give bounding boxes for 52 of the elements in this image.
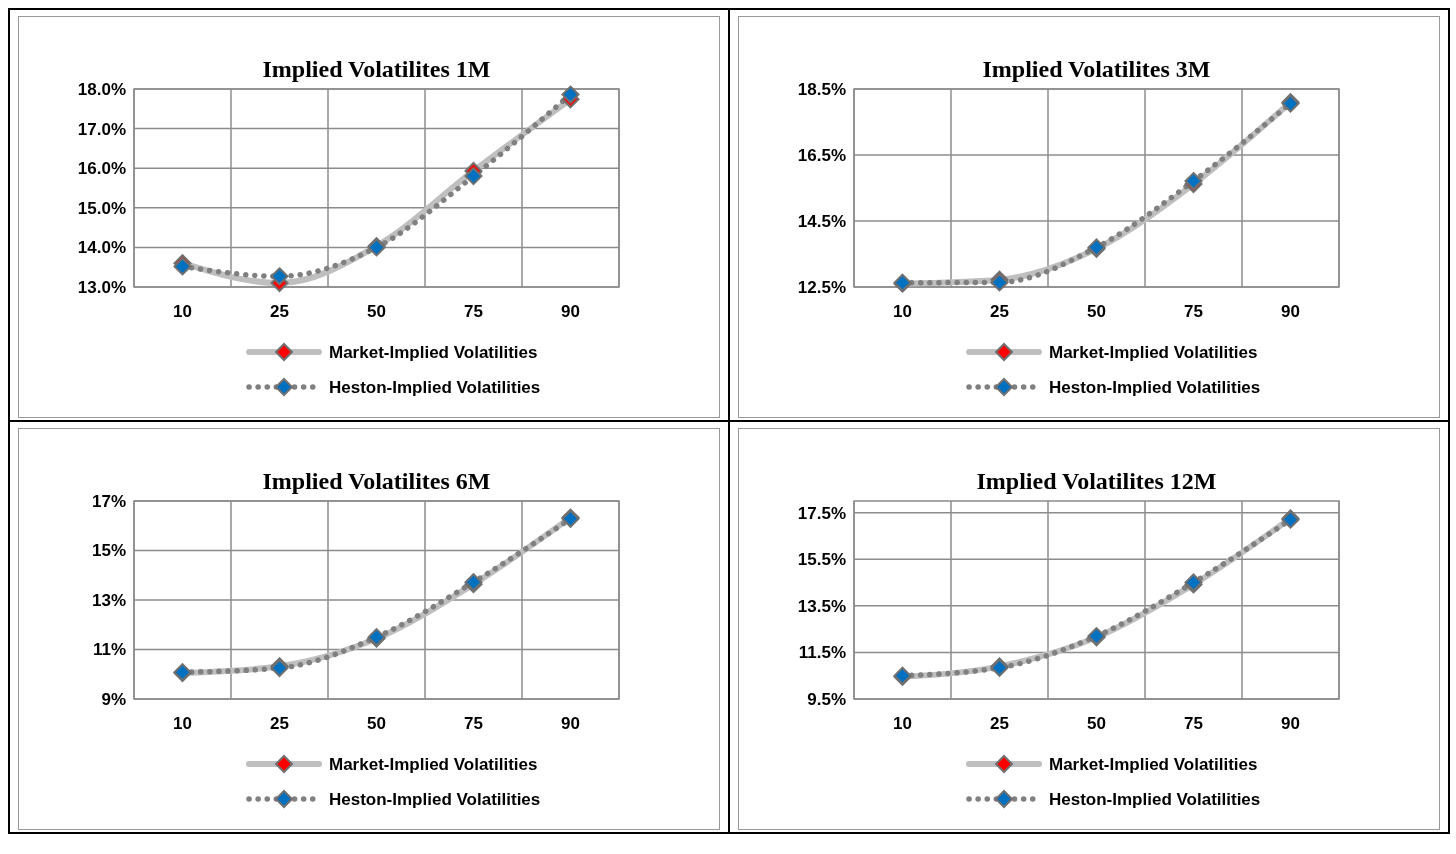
x-tick-label: 50 bbox=[367, 302, 386, 321]
y-tick-label: 16.5% bbox=[797, 145, 846, 165]
chart-title: Implied Volatilites 12M bbox=[976, 468, 1217, 494]
x-tick-label: 25 bbox=[270, 714, 289, 733]
y-tick-label: 17.5% bbox=[797, 503, 846, 523]
x-tick-label: 25 bbox=[990, 302, 1009, 321]
y-tick-label: 17.0% bbox=[77, 119, 126, 139]
legend-label: Heston-Implied Volatilities bbox=[1049, 789, 1261, 809]
x-tick-label: 75 bbox=[464, 714, 483, 733]
chart-title: Implied Volatilites 3M bbox=[982, 56, 1211, 82]
legend-label: Market-Implied Volatilities bbox=[1049, 754, 1258, 774]
legend-label: Market-Implied Volatilities bbox=[329, 342, 538, 362]
x-tick-label: 90 bbox=[561, 302, 580, 321]
legend-label: Heston-Implied Volatilities bbox=[329, 789, 541, 809]
y-tick-label: 15.5% bbox=[797, 550, 846, 570]
x-tick-label: 10 bbox=[173, 302, 192, 321]
y-tick-label: 14.5% bbox=[797, 211, 846, 231]
y-tick-label: 18.5% bbox=[797, 79, 846, 99]
y-tick-label: 12.5% bbox=[797, 277, 846, 297]
x-tick-label: 25 bbox=[270, 302, 289, 321]
y-tick-label: 17% bbox=[91, 491, 126, 511]
x-tick-label: 90 bbox=[561, 714, 580, 733]
y-tick-label: 11.5% bbox=[798, 643, 846, 663]
x-tick-label: 50 bbox=[367, 714, 386, 733]
legend-label: Heston-Implied Volatilities bbox=[1049, 377, 1261, 397]
x-tick-label: 10 bbox=[893, 714, 912, 733]
chart-title: Implied Volatilites 6M bbox=[262, 468, 491, 494]
x-tick-label: 10 bbox=[173, 714, 192, 733]
y-tick-label: 11% bbox=[92, 640, 126, 660]
legend-label: Market-Implied Volatilities bbox=[1049, 342, 1258, 362]
y-tick-label: 9.5% bbox=[807, 689, 846, 709]
x-tick-label: 25 bbox=[990, 714, 1009, 733]
chart-title: Implied Volatilites 1M bbox=[262, 56, 491, 82]
x-tick-label: 10 bbox=[893, 302, 912, 321]
y-tick-label: 13.5% bbox=[797, 596, 846, 616]
x-tick-label: 75 bbox=[464, 302, 483, 321]
legend-label: Market-Implied Volatilities bbox=[329, 754, 538, 774]
y-tick-label: 13.0% bbox=[77, 277, 126, 297]
y-tick-label: 9% bbox=[101, 689, 126, 709]
legend-label: Heston-Implied Volatilities bbox=[329, 377, 541, 397]
x-tick-label: 50 bbox=[1087, 714, 1106, 733]
x-tick-label: 50 bbox=[1087, 302, 1106, 321]
x-tick-label: 90 bbox=[1281, 302, 1300, 321]
y-tick-label: 15.0% bbox=[77, 198, 126, 218]
x-tick-label: 75 bbox=[1184, 302, 1203, 321]
y-tick-label: 16.0% bbox=[77, 159, 126, 179]
y-tick-label: 18.0% bbox=[77, 79, 126, 99]
y-tick-label: 14.0% bbox=[77, 238, 126, 258]
x-tick-label: 90 bbox=[1281, 714, 1300, 733]
y-tick-label: 13% bbox=[91, 590, 126, 610]
x-tick-label: 75 bbox=[1184, 714, 1203, 733]
y-tick-label: 15% bbox=[91, 541, 126, 561]
